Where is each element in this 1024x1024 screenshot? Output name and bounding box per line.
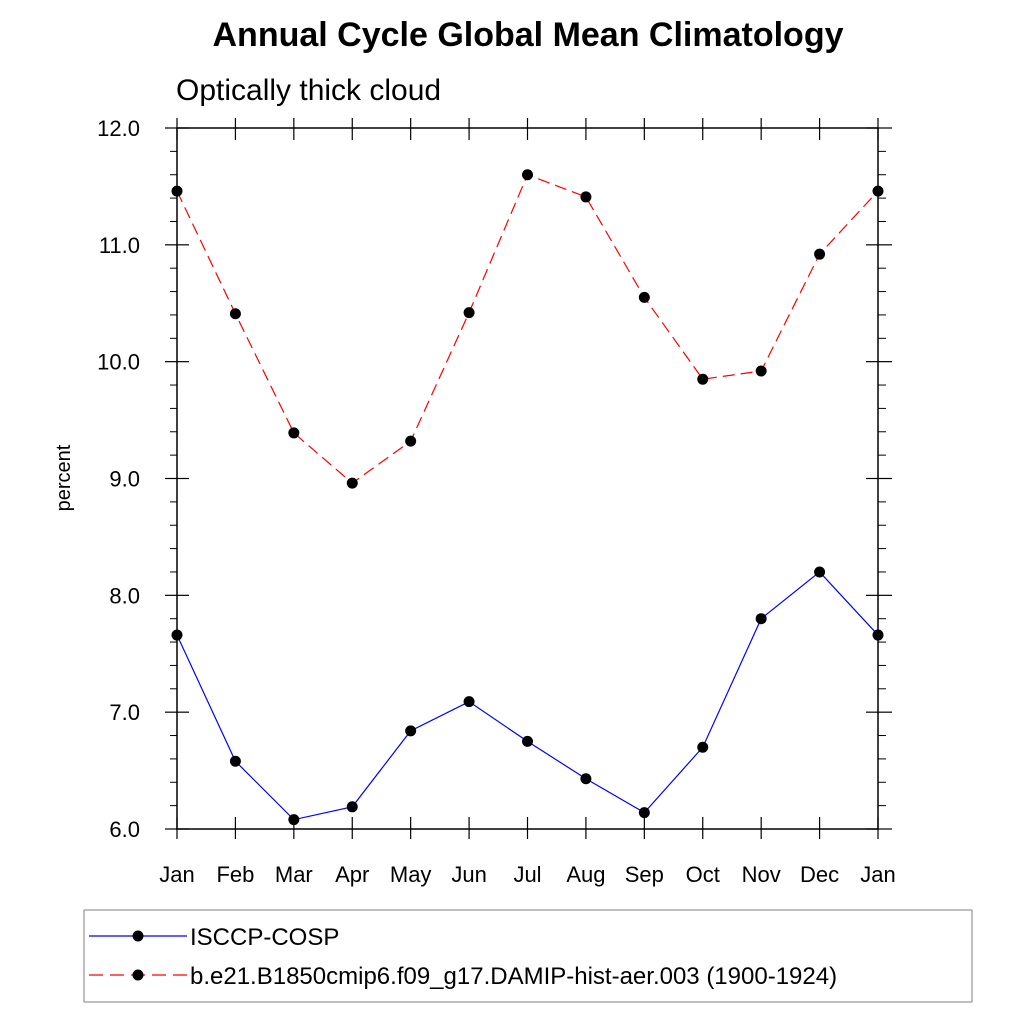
legend-label-1: b.e21.B1850cmip6.f09_g17.DAMIP-hist-aer.… xyxy=(190,963,837,990)
series-0-point xyxy=(580,773,592,785)
y-tick-label: 8.0 xyxy=(109,583,140,608)
series-1-point xyxy=(229,308,241,320)
series-1-point xyxy=(697,373,709,385)
series-layer xyxy=(171,169,884,826)
series-1-point xyxy=(638,291,650,303)
series-line-1 xyxy=(176,173,879,484)
y-tick-label: 6.0 xyxy=(109,817,140,842)
series-0-point xyxy=(346,801,358,813)
x-tick-label: Jan xyxy=(860,862,895,887)
series-1-point xyxy=(405,435,417,447)
x-tick-label: Jan xyxy=(159,862,194,887)
series-1-point xyxy=(755,365,767,377)
plot-frame xyxy=(176,127,879,830)
series-0-point xyxy=(522,735,533,747)
series-line-0 xyxy=(176,571,879,821)
y-tick-label: 10.0 xyxy=(97,350,140,375)
legend-box xyxy=(83,909,973,1003)
legend-marker-1 xyxy=(132,969,144,981)
x-tick-label: Oct xyxy=(686,862,720,887)
series-0-point xyxy=(463,696,475,708)
axis-ticks xyxy=(165,118,892,839)
series-0-point xyxy=(814,566,826,578)
y-tick-label: 7.0 xyxy=(109,700,140,725)
series-0-point xyxy=(697,741,709,753)
legend-marker-0 xyxy=(132,930,144,942)
x-tick-label: May xyxy=(390,862,432,887)
series-0-point xyxy=(288,814,300,826)
y-tick-labels: 6.0 7.0 8.0 9.0 10.0 11.0 12.0 xyxy=(97,116,140,842)
x-tick-label: Mar xyxy=(275,862,313,887)
legend-entries: ISCCP-COSP b.e21.B1850cmip6.f09_g17.DAMIP… xyxy=(89,924,837,990)
x-tick-label: Feb xyxy=(216,862,254,887)
x-tick-label: Dec xyxy=(800,862,839,887)
x-tick-label: Jul xyxy=(513,862,541,887)
series-0-point xyxy=(638,807,650,819)
y-tick-label: 9.0 xyxy=(109,467,140,492)
series-0-point xyxy=(405,725,417,737)
x-tick-label: Aug xyxy=(566,862,605,887)
series-1-point xyxy=(522,169,533,181)
x-tick-label: Sep xyxy=(625,862,664,887)
x-tick-labels: Jan Feb Mar Apr May Jun Jul Aug Sep Oct Nov Dec Jan xyxy=(159,862,895,887)
series-1-point xyxy=(288,427,300,439)
series-1-point xyxy=(463,307,475,319)
series-1-point xyxy=(346,477,358,489)
x-tick-label: Nov xyxy=(742,862,781,887)
x-tick-label: Apr xyxy=(335,862,369,887)
series-1-point xyxy=(814,248,826,260)
y-tick-label: 12.0 xyxy=(97,116,140,141)
chart-title: Annual Cycle Global Mean Climatology xyxy=(213,16,844,54)
series-1-point xyxy=(580,191,592,203)
y-tick-label: 11.0 xyxy=(99,233,140,258)
chart-subtitle: Optically thick cloud xyxy=(176,74,441,107)
series-0-point xyxy=(755,613,767,625)
legend-label-0: ISCCP-COSP xyxy=(190,924,339,951)
x-tick-label: Jun xyxy=(451,862,486,887)
series-0-point xyxy=(229,755,241,767)
legend: ISCCP-COSP b.e21.B1850cmip6.f09_g17.DAMIP… xyxy=(83,909,973,1003)
y-axis-label: percent xyxy=(53,444,75,511)
